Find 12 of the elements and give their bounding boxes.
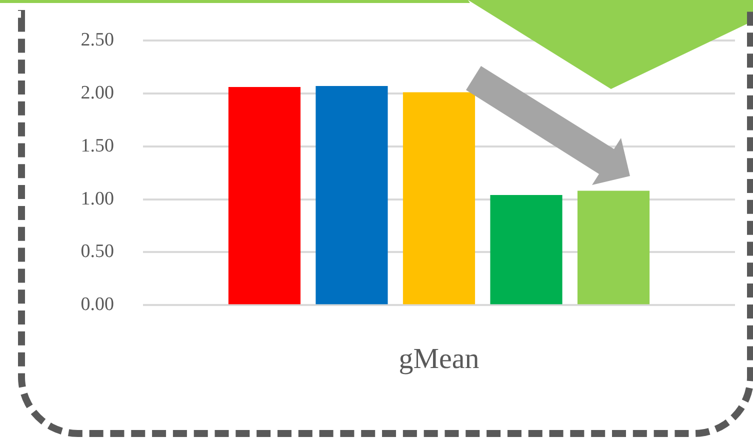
y-tick-label: 1.00: [80, 188, 114, 210]
bar: [228, 87, 301, 304]
bar: [402, 92, 476, 304]
y-tick-label: 0.00: [80, 294, 114, 316]
y-tick-label: 0.50: [80, 241, 114, 262]
bar: [316, 86, 388, 304]
bar: [490, 195, 562, 304]
y-tick-label: 2.50: [80, 29, 114, 50]
bar: [577, 190, 650, 304]
y-tick-label: 2.00: [80, 82, 114, 104]
y-tick-label: 1.50: [80, 135, 114, 156]
x-tick-label: gMean: [398, 343, 480, 376]
